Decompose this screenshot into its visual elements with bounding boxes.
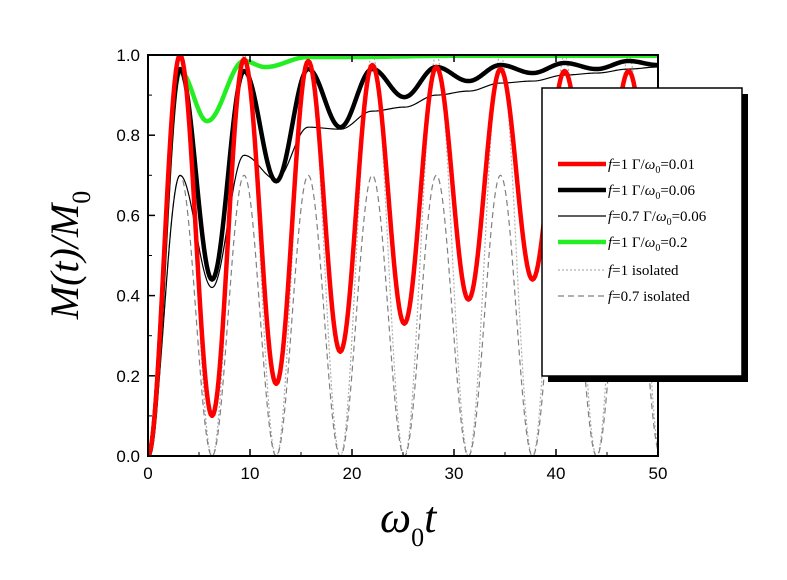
- legend-label-4: f=1 Γ/ω0=0.2: [608, 235, 688, 254]
- y-tick-label: 0.4: [116, 287, 140, 306]
- series-line-3: [148, 66, 658, 456]
- y-tick-label: 0.6: [116, 206, 140, 225]
- x-axis-label: ω0t: [380, 493, 438, 552]
- x-tick-label: 10: [241, 464, 260, 483]
- legend-label-3: f=0.7 Γ/ω0=0.06: [608, 209, 707, 228]
- x-tick-label: 50: [649, 464, 668, 483]
- legend-label-6: f=0.7 isolated: [608, 289, 690, 305]
- y-tick-label: 0.0: [116, 447, 140, 466]
- legend-box: [541, 87, 743, 377]
- y-tick-label: 0.8: [116, 126, 140, 145]
- x-tick-label: 0: [143, 464, 152, 483]
- legend: f=1 Γ/ω0=0.01 f=1 Γ/ω0=0.06 f=0.7 Γ/ω0=0.0…: [558, 157, 707, 305]
- x-tick-label: 20: [343, 464, 362, 483]
- y-tick-label: 0.2: [116, 367, 140, 386]
- x-tick-label: 40: [547, 464, 566, 483]
- y-tick-label: 1.0: [116, 46, 140, 65]
- axis-ticks: 0 10 20 30 40 50 0.0 0.2 0.4 0.6 0.8 1.0: [116, 46, 667, 483]
- y-axis-label: M(t)/M0: [42, 191, 96, 321]
- legend-label-5: f=1 isolated: [608, 263, 679, 279]
- x-tick-label: 30: [445, 464, 464, 483]
- legend-label-2: f=1 Γ/ω0=0.06: [608, 183, 696, 202]
- legend-label-1: f=1 Γ/ω0=0.01: [608, 157, 695, 176]
